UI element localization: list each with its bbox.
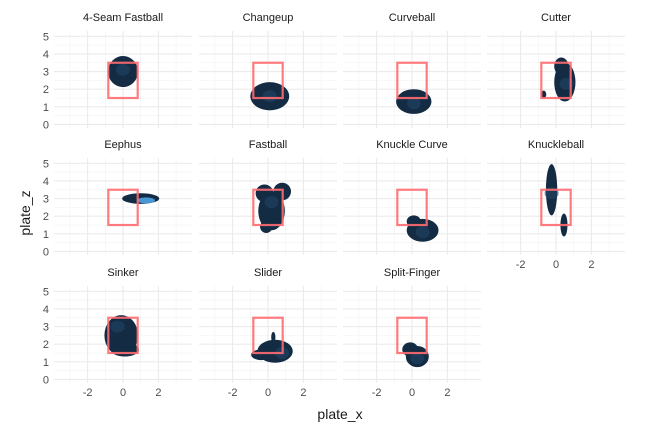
facet-panel: Slider -2 0 2 (199, 267, 337, 399)
facet-title: 4-Seam Fastball (83, 12, 163, 24)
y-tick-label: 4 (43, 304, 49, 316)
density-peak (406, 97, 421, 110)
density-blob (260, 220, 273, 233)
y-tick-label: 3 (43, 67, 49, 79)
y-tick-label: 3 (43, 322, 49, 334)
y-tick-label: 1 (43, 102, 49, 114)
x-tick-label: 0 (120, 387, 126, 399)
density-blob (271, 331, 276, 343)
facet-title: Changeup (243, 12, 294, 24)
strike-zone (107, 316, 139, 355)
facet-title: Knuckleball (528, 139, 584, 151)
facet-panel: Curveball (343, 12, 481, 128)
facet-title: Cutter (541, 12, 571, 24)
facet-panel: Split-Finger -2 0 2 (343, 267, 481, 399)
density-peak (410, 352, 425, 365)
x-tick-label: 2 (300, 387, 306, 399)
density-blob (110, 342, 139, 357)
y-axis-title: plate_z (17, 190, 33, 235)
facet-title: Fastball (249, 139, 288, 151)
facet-title: Eephus (104, 139, 142, 151)
y-tick-label: 0 (43, 119, 49, 131)
strike-zone (396, 61, 428, 100)
y-tick-label: 4 (43, 176, 49, 188)
x-tick-label: 0 (553, 259, 559, 271)
y-tick-label: 1 (43, 229, 49, 241)
y-tick-label: 2 (43, 339, 49, 351)
y-tick-label: 2 (43, 84, 49, 96)
x-tick-label: -2 (83, 387, 93, 399)
x-axis-title: plate_x (317, 406, 362, 422)
x-tick-label: -2 (516, 259, 526, 271)
density-blob (554, 57, 569, 76)
facet-title: Curveball (389, 12, 435, 24)
y-tick-label: 4 (43, 49, 49, 61)
y-tick-label: 3 (43, 194, 49, 206)
x-tick-label: 2 (588, 259, 594, 271)
density-region (251, 331, 293, 363)
density-peak (110, 320, 125, 333)
density-peak (415, 226, 430, 239)
y-tick-label: 1 (43, 357, 49, 369)
x-tick-label: 0 (409, 387, 415, 399)
facet-title: Slider (254, 267, 282, 279)
strike-zone (540, 61, 572, 100)
facet-title: Sinker (107, 267, 139, 279)
strike-zone (252, 188, 284, 227)
strike-zone (540, 188, 572, 227)
density-peak (137, 197, 155, 204)
density-region (104, 315, 139, 357)
facet-panel: Cutter (487, 12, 625, 128)
x-tick-label: 0 (265, 387, 271, 399)
facet-panel: Eephus 0 1 2 3 4 5 (43, 139, 192, 258)
x-tick-label: 2 (155, 387, 161, 399)
density-region (396, 89, 432, 114)
strike-zone (396, 316, 428, 355)
density-region (406, 215, 439, 242)
strike-zone (252, 61, 284, 100)
density-region (122, 193, 160, 204)
facet-panel: Knuckleball -2 0 2 (487, 139, 625, 271)
facet-title: Knuckle Curve (376, 139, 448, 151)
y-tick-label: 0 (43, 246, 49, 258)
strike-zone (107, 61, 139, 100)
y-tick-label: 0 (43, 374, 49, 386)
y-tick-label: 5 (43, 158, 49, 170)
facet-panel: Fastball (199, 139, 337, 255)
density-peak (262, 90, 277, 103)
y-tick-label: 5 (43, 286, 49, 298)
facet-title: Split-Finger (384, 267, 441, 279)
facet-panel: Knuckle Curve (343, 139, 481, 255)
x-tick-label: -2 (372, 387, 382, 399)
y-tick-label: 5 (43, 31, 49, 43)
density-region (107, 56, 139, 88)
x-tick-label: -2 (228, 387, 238, 399)
strike-zone (396, 188, 428, 227)
strike-zone (252, 316, 284, 355)
facet-panel: Changeup (199, 12, 337, 128)
density-region (250, 82, 290, 111)
density-peak (116, 63, 130, 76)
facet-panel: Sinker 0 1 2 3 4 5 -2 0 2 (43, 267, 192, 399)
density-peak (264, 196, 279, 209)
density-region (402, 342, 429, 368)
strike-zone (107, 188, 139, 227)
x-tick-label: 2 (444, 387, 450, 399)
facet-panel: 4-Seam Fastball 0 1 2 3 4 5 (43, 12, 192, 131)
y-tick-label: 2 (43, 211, 49, 223)
